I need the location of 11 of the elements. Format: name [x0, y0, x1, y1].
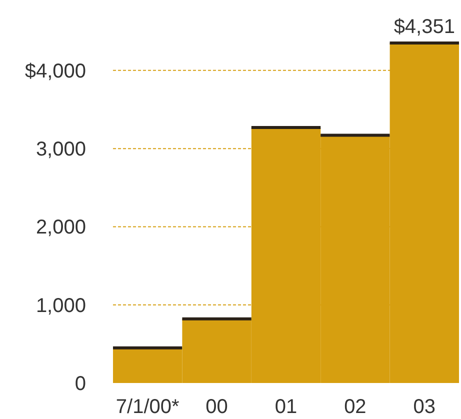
y-tick-label: 1,000: [36, 294, 86, 317]
y-tick-label: 0: [74, 373, 86, 395]
y-tick-label: 3,000: [36, 138, 86, 161]
x-tick-label: 02: [344, 396, 366, 418]
x-tick-label: 03: [413, 396, 436, 418]
y-tick-label: $4,000: [24, 60, 86, 82]
x-tick-label: 00: [206, 396, 228, 418]
y-tick-label: 2,000: [36, 216, 86, 239]
data-label: $4,351: [394, 16, 455, 38]
x-tick-label: 01: [274, 396, 298, 418]
x-tick-label: 7/1/00*: [116, 396, 180, 418]
